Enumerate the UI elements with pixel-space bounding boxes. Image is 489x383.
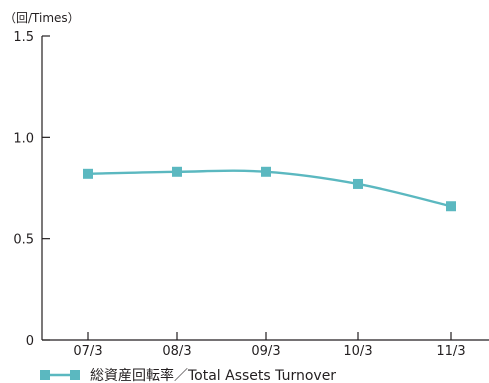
legend-marker-right — [70, 370, 80, 380]
y-tick-label: 0 — [26, 334, 34, 349]
y-tick-label: 0.5 — [13, 233, 34, 248]
legend-label: 総資産回転率／Total Assets Turnover — [90, 367, 336, 383]
data-point-marker — [446, 201, 456, 212]
data-point-marker — [353, 178, 363, 189]
series-layer — [83, 166, 456, 212]
x-tick-label: 08/3 — [162, 344, 191, 359]
x-tick-label: 10/3 — [343, 344, 372, 359]
x-tick-group: 07/3 08/3 09/3 10/3 11/3 — [73, 332, 466, 359]
legend-marker-left — [40, 370, 50, 380]
y-tick-label: 1.0 — [13, 131, 34, 146]
x-tick-label: 11/3 — [436, 344, 465, 359]
x-tick-label: 09/3 — [251, 344, 280, 359]
x-tick-label: 07/3 — [73, 344, 102, 359]
data-point-marker — [83, 168, 93, 179]
y-axis-unit-label: （回/Times） — [4, 11, 80, 25]
data-point-marker — [172, 166, 182, 177]
y-tick-group: 0 0.5 1.0 1.5 — [13, 30, 50, 349]
y-tick-label: 1.5 — [13, 30, 34, 45]
legend: 総資産回転率／Total Assets Turnover — [40, 367, 336, 383]
data-point-marker — [261, 166, 271, 177]
